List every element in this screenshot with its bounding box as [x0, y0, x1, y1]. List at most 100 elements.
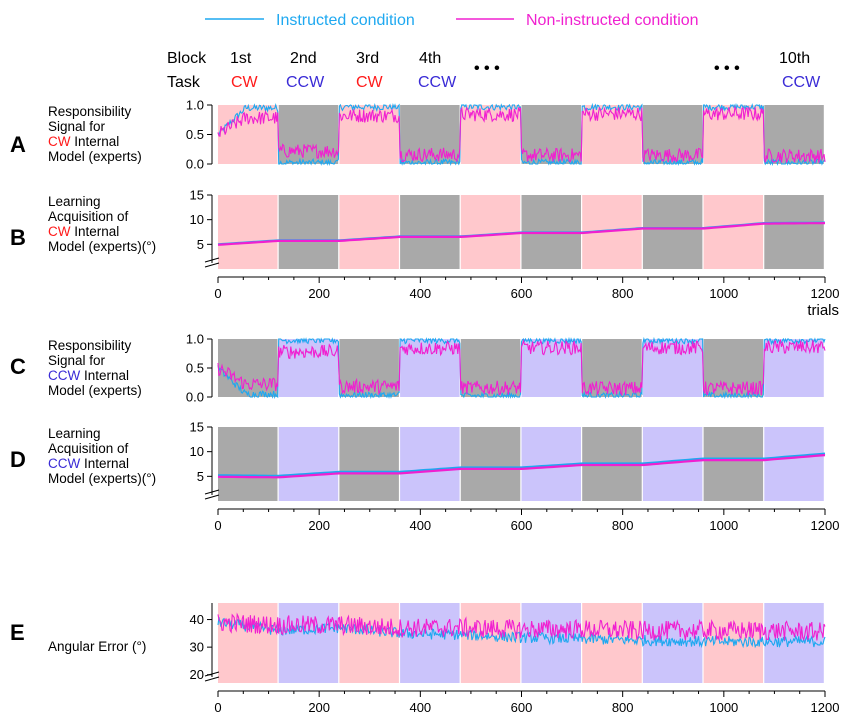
block-background	[279, 195, 339, 269]
block-background	[704, 195, 764, 269]
y-tick-label: 20	[190, 667, 204, 682]
panel-label-line: Signal for	[48, 119, 106, 134]
panel-D: DLearningAcquisition ofCCW InternalModel…	[10, 420, 839, 534]
panel-label-segment: Internal	[71, 224, 120, 239]
block-background	[279, 427, 339, 501]
panel-label-segment: Model (experts)	[48, 383, 142, 398]
y-tick-label: 0.5	[186, 361, 204, 376]
block-background	[339, 195, 399, 269]
task-10th: CCW	[782, 74, 821, 91]
x-tick-label: 1000	[709, 518, 738, 533]
panel-label-line: CCW Internal	[48, 456, 129, 471]
y-tick-label: 40	[190, 612, 204, 627]
panel-label-segment: Internal	[71, 134, 120, 149]
panel-label-line: Acquisition of	[48, 441, 129, 456]
panel-label-line: Model (experts)	[48, 383, 142, 398]
x-tick-label: 200	[308, 700, 330, 713]
block-background	[643, 195, 703, 269]
x-tick-label: 1000	[709, 286, 738, 301]
block-background	[582, 603, 642, 683]
panel-label-line: CCW Internal	[48, 368, 129, 383]
x-tick-label: 800	[612, 700, 634, 713]
panel-label-line: Model (experts)(°)	[48, 471, 156, 486]
x-tick-label: 1200	[811, 286, 840, 301]
y-tick-label: 30	[190, 640, 204, 655]
panel-label-segment: Signal for	[48, 119, 106, 134]
panel-label-segment: Responsibility	[48, 104, 132, 119]
panel-label-line: Model (experts)	[48, 149, 142, 164]
panel-label-segment: Acquisition of	[48, 441, 129, 456]
legend-label-instructed: Instructed condition	[276, 12, 415, 29]
block-background	[339, 603, 399, 683]
block-background	[461, 195, 521, 269]
panel-label-line: CW Internal	[48, 134, 119, 149]
block-1st: 1st	[230, 50, 252, 67]
y-tick-label: 5	[197, 237, 204, 252]
task-2nd: CCW	[286, 74, 325, 91]
legend: Instructed condition Non-instructed cond…	[205, 12, 699, 29]
panel-label-segment: Model (experts)	[48, 149, 142, 164]
y-tick-label: 15	[190, 420, 204, 435]
panel-label-line: Responsibility	[48, 104, 132, 119]
block-background	[400, 427, 460, 501]
block-background	[218, 195, 278, 269]
panel-letter: C	[10, 354, 26, 379]
panel-label-segment: Acquisition of	[48, 209, 129, 224]
x-tick-label: 400	[409, 518, 431, 533]
block-background	[522, 603, 582, 683]
block-background	[279, 105, 339, 164]
panel-label-segment: CW	[48, 134, 71, 149]
legend-label-non-instructed: Non-instructed condition	[526, 12, 699, 29]
task-4th: CCW	[418, 74, 457, 91]
x-tick-label: 800	[612, 286, 634, 301]
task-3rd: CW	[356, 74, 384, 91]
panel-letter: E	[10, 620, 25, 645]
y-tick-label: 0.5	[186, 127, 204, 142]
y-tick-label: 1.0	[186, 98, 204, 113]
panel-letter: B	[10, 225, 26, 250]
panel-label-line: Learning	[48, 426, 101, 441]
panel-label-line: Signal for	[48, 353, 106, 368]
panel-label-line: Model (experts)(°)	[48, 239, 156, 254]
block-background	[218, 603, 278, 683]
x-tick-label: 400	[409, 700, 431, 713]
panel-label-segment: Learning	[48, 426, 101, 441]
block-2nd: 2nd	[290, 50, 317, 67]
panel-label-segment: Responsibility	[48, 338, 132, 353]
panel-label-segment: Learning	[48, 194, 101, 209]
y-tick-label: 1.0	[186, 332, 204, 347]
panel-label-segment: CCW	[48, 368, 80, 383]
block-task-header: Block Task 1st CW 2nd CCW 3rd CW 4th CCW…	[167, 50, 821, 91]
panel-label-line: Responsibility	[48, 338, 132, 353]
x-tick-label: 600	[511, 700, 533, 713]
y-tick-label: 15	[190, 188, 204, 203]
block-background	[461, 427, 521, 501]
block-background	[704, 427, 764, 501]
task-1st: CW	[231, 74, 259, 91]
block-label: Block	[167, 50, 207, 67]
x-tick-label: 1000	[709, 700, 738, 713]
y-tick-label: 0.0	[186, 157, 204, 172]
block-background	[339, 427, 399, 501]
ellipsis-right: • • •	[714, 60, 740, 77]
y-tick-label: 5	[197, 469, 204, 484]
block-background	[218, 339, 278, 397]
x-tick-label: 800	[612, 518, 634, 533]
block-background	[279, 603, 339, 683]
panel-label-segment: Model (experts)(°)	[48, 471, 156, 486]
panel-label-line: Acquisition of	[48, 209, 129, 224]
panel-letter: A	[10, 132, 26, 157]
block-background	[764, 105, 824, 164]
y-tick-label: 10	[190, 212, 204, 227]
task-label: Task	[167, 74, 201, 91]
x-tick-label: 200	[308, 518, 330, 533]
panel-label-segment: Signal for	[48, 353, 106, 368]
x-tick-label: 1200	[811, 700, 840, 713]
panel-label-line: Angular Error (°)	[48, 639, 146, 654]
block-background	[461, 603, 521, 683]
block-background	[218, 105, 278, 164]
x-tick-label: 1200	[811, 518, 840, 533]
